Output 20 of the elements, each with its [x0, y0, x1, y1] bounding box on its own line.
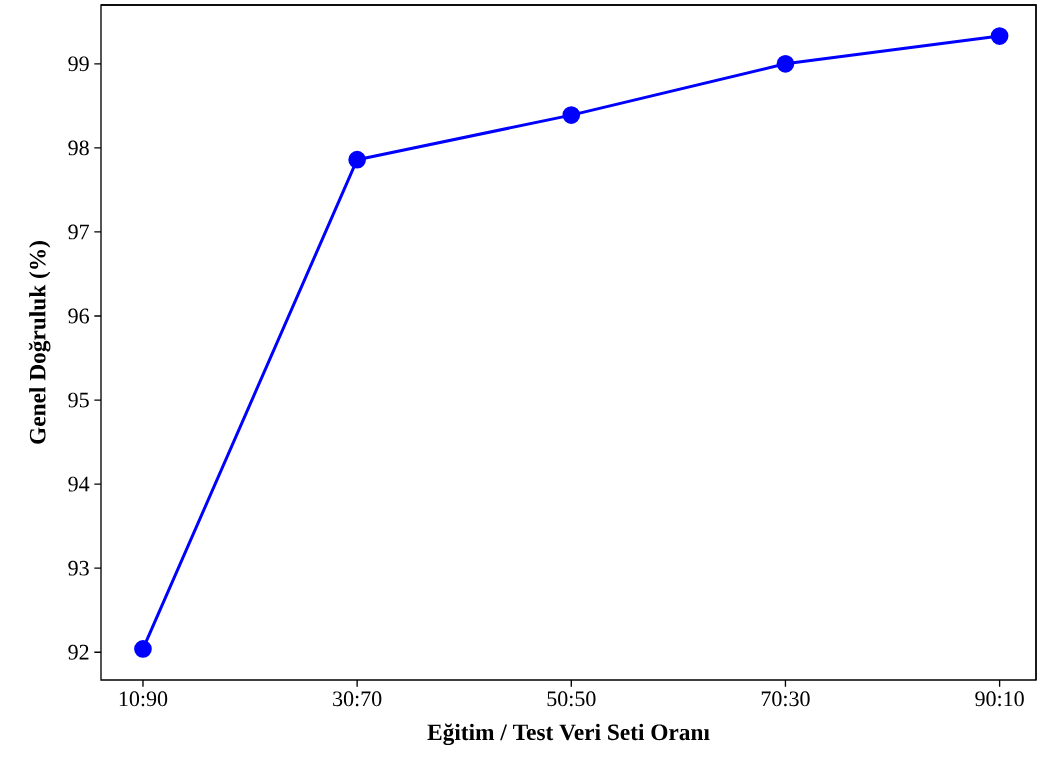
x-tick-label: 90:10 — [975, 691, 1024, 707]
y-tick-label: 94 — [68, 476, 90, 492]
point — [776, 55, 795, 73]
y-axis-title: Genel Doğruluk (%) — [28, 241, 51, 444]
point — [990, 27, 1009, 45]
x-tick-label: 30:70 — [333, 691, 382, 707]
x-tick-label: 10:90 — [119, 691, 168, 707]
y-tick-label: 97 — [68, 224, 89, 240]
x-axis-title: Eğitim / Test Veri Seti Oranı — [427, 723, 710, 746]
x-tick-label: 50:50 — [547, 691, 596, 707]
y-tick-label: 92 — [68, 644, 89, 660]
point — [134, 640, 152, 658]
y-tick-label: 93 — [68, 560, 89, 576]
y-tick-label: 98 — [68, 140, 89, 156]
y-tick-label: 95 — [68, 392, 89, 408]
x-tick-label: 70:30 — [761, 691, 810, 707]
point — [562, 106, 581, 124]
y-tick-label: 96 — [68, 308, 89, 324]
y-tick-label: 99 — [68, 56, 89, 72]
point — [348, 150, 366, 169]
